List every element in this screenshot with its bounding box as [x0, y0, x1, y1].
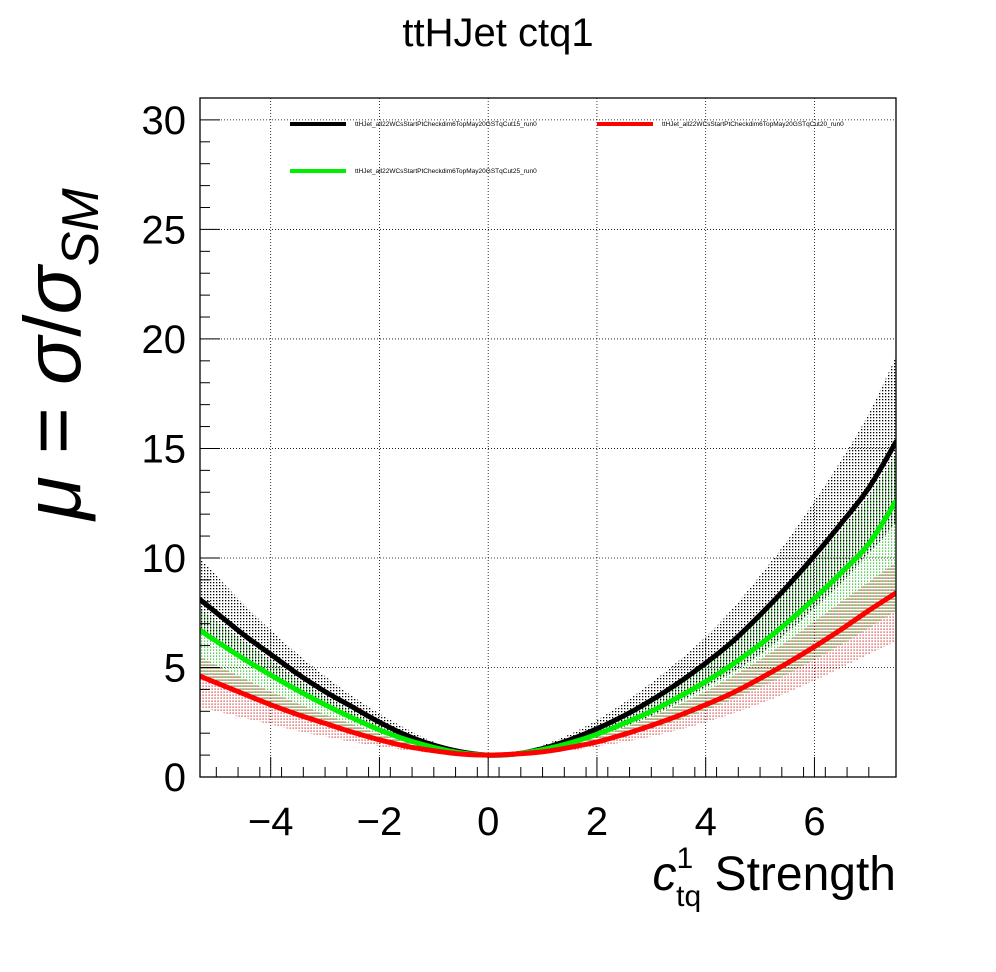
y-tick-label-3: 15 [142, 427, 187, 471]
y-axis-mu: μ [8, 476, 97, 522]
x-tick-label-4: 4 [695, 800, 717, 844]
y-axis-sigma2: σ [8, 264, 97, 315]
series-lines [200, 439, 896, 758]
x-axis: −4 −2 0 2 4 6 [215, 757, 870, 844]
y-axis-sigma: σ [8, 334, 97, 385]
y-axis-eq: = [8, 385, 97, 476]
x-axis-text: Strength [715, 848, 896, 901]
x-axis-word [701, 848, 714, 901]
x-tick-label-2: 0 [477, 800, 499, 844]
y-tick-label-0: 0 [164, 756, 186, 800]
uncertainty-bands [200, 356, 896, 756]
series-line-1 [200, 590, 896, 758]
x-axis-symbol: c [652, 848, 676, 901]
y-axis-slash: / [8, 314, 97, 337]
x-axis-title: c1 tq Strength [652, 842, 896, 913]
y-tick-label-4: 20 [142, 318, 187, 362]
y-tick-label-1: 5 [164, 646, 186, 690]
x-axis-superscript: 1 [676, 842, 693, 875]
y-tick-label-6: 30 [142, 99, 187, 143]
y-tick-label-2: 10 [142, 537, 187, 581]
plot-frame [199, 97, 897, 778]
x-axis-subscript: tq [676, 880, 701, 913]
y-axis-subscript: SM [52, 188, 110, 267]
y-axis-title: μ = σ/σSM [8, 188, 110, 522]
legend-label-cut15: ttHJet_all22WCsStartPtCheckdim6TopMay20G… [355, 121, 537, 128]
y-axis: 0 5 10 15 20 25 30 [142, 97, 220, 800]
x-tick-label-5: 6 [803, 800, 825, 844]
legend-label-cut25: ttHJet_all22WCsStartPtCheckdim6TopMay20G… [355, 168, 537, 175]
band-1 [200, 562, 896, 756]
y-tick-label-5: 25 [142, 208, 187, 252]
x-tick-label-0: −4 [248, 800, 294, 844]
x-tick-label-1: −2 [357, 800, 403, 844]
band-2 [200, 455, 896, 756]
x-tick-label-3: 2 [586, 800, 608, 844]
legend-label-cut20: ttHJet_all22WCsStartPtCheckdim6TopMay20G… [662, 121, 844, 128]
chart-title: ttHJet ctq1 [402, 11, 593, 55]
legend: ttHJet_all22WCsStartPtCheckdim6TopMay20G… [290, 121, 844, 175]
